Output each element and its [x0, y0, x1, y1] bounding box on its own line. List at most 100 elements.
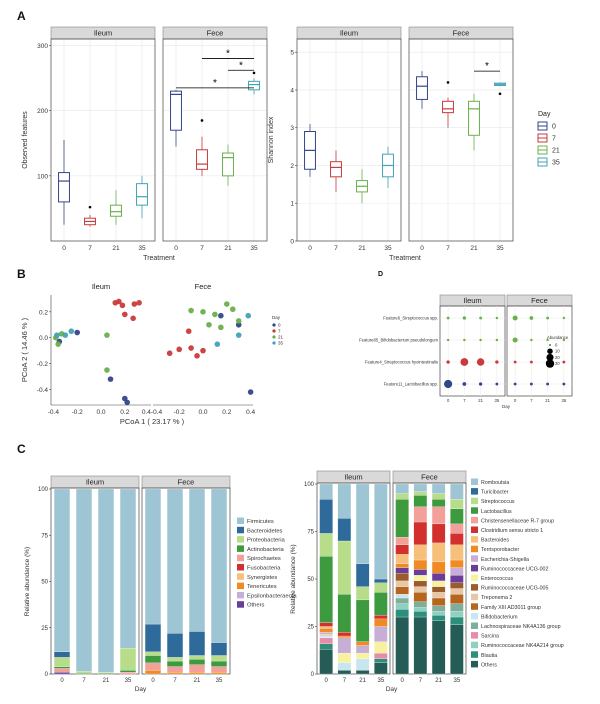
A1-ileum-box-day21 — [110, 190, 122, 225]
d-feature-label-0: Feature6_Streptococcus spp. — [383, 316, 438, 321]
b-point-fece-16 — [235, 318, 242, 324]
d-legend-label-20: 20 — [555, 355, 560, 360]
C1-ileum-bar-day0 — [53, 488, 71, 675]
d-feature-label-3: Feature11_Lactobacillus spp. — [384, 382, 438, 387]
C2-fece-xtick-0: 0 — [400, 678, 404, 684]
A1-ileum-xtick-35: 35 — [138, 245, 146, 252]
b-point-fece-2 — [247, 389, 254, 395]
A2-ytick-0: 0 — [290, 239, 294, 246]
d-feature-label-1: Feature85_Bifidobacterium pseudolongum — [359, 338, 438, 343]
segment-lactobacillus — [395, 499, 409, 538]
segment-bacteroidetes — [166, 633, 184, 658]
C2-legend-key-17 — [471, 641, 478, 649]
segment-spirochaetes — [144, 662, 162, 671]
d-legend-key-20 — [546, 353, 554, 361]
A2-ileum-box-day0 — [304, 123, 316, 177]
C1-ylabel: Relative abundance (%) — [24, 547, 31, 616]
segment-terrisporobacter — [374, 618, 388, 627]
C2-fece-strip-label: Fece — [421, 473, 438, 482]
C2-ileum-bar-day0 — [319, 483, 333, 675]
C1-fece-strip-label: Fece — [178, 478, 195, 487]
d-ileum-strip-label: Ileum — [463, 296, 481, 305]
segment-romboutsia — [319, 483, 333, 500]
box-body — [170, 90, 182, 131]
C1-ytick-1: 25 — [41, 626, 48, 632]
C2-legend-key-7 — [471, 545, 478, 553]
segment-treponema-2 — [413, 586, 428, 593]
b-xtick-ileum-1: -0.2 — [72, 409, 84, 416]
C2-legend-key-19 — [471, 660, 478, 668]
b-legend-label-0: 0 — [278, 323, 281, 328]
segment-enterococcus — [355, 652, 370, 659]
C1-legend-label-4: Spirochaetes — [247, 556, 281, 562]
segment-others — [413, 616, 428, 675]
b-point-ileum-10 — [130, 315, 136, 322]
segment-terrisporobacter — [450, 559, 464, 568]
segment-lactobacillus — [431, 499, 446, 507]
C2-legend-key-3 — [471, 507, 478, 514]
C2-fece-bar-day21 — [431, 483, 446, 675]
segment-actinobacteria — [119, 670, 137, 673]
b-legend-label-35: 35 — [278, 341, 284, 346]
A1-ileum-xtick-21: 21 — [112, 245, 120, 252]
d-xtick-ileum-0: 0 — [447, 398, 450, 403]
segment-treponema-2 — [450, 588, 464, 595]
C2-ileum-xtick-35: 35 — [378, 678, 385, 684]
C2-legend-key-16 — [471, 632, 478, 639]
C2-legend-label-16: Sarcina — [481, 634, 499, 640]
segment-lactobacillus — [374, 592, 388, 616]
b-point-fece-11 — [212, 311, 218, 318]
box-body — [442, 100, 454, 114]
b-point-ileum-1 — [74, 329, 80, 336]
d-xtick-fece-21: 21 — [545, 398, 550, 403]
C1-legend-key-0 — [237, 517, 244, 524]
A1-fece-frame — [162, 38, 268, 242]
A2-ileum-strip-label: Ileum — [340, 29, 358, 38]
C2-legend-key-5 — [471, 526, 478, 533]
segment-turicibacter — [355, 563, 370, 587]
segment-tenericutes — [166, 672, 184, 675]
segment-firmicutes — [53, 488, 71, 652]
segment-spirochaetes — [53, 668, 71, 673]
d-dot-ileum-f3-day7 — [462, 382, 467, 386]
A2-fece-box-day35 — [494, 82, 506, 96]
A1-xlabel: Treatment — [143, 255, 175, 262]
outlier-0 — [200, 119, 204, 122]
C2-legend-label-1: Turicibacter — [481, 490, 509, 496]
b-xtick-fece-1: -0.2 — [174, 409, 186, 416]
segment-escherichia-shigella — [355, 645, 370, 654]
box-body — [196, 149, 208, 170]
C1-xlabel: Day — [135, 686, 147, 693]
C2-legend-label-15: Lachnospiraceae NK4A136 group — [481, 624, 561, 630]
segment-ruminococcaceae-nk4a214-group — [395, 603, 409, 610]
segment-turicibacter — [337, 518, 352, 542]
outlier-0 — [252, 71, 256, 75]
b-point-ileum-3 — [124, 399, 130, 406]
A1-fece-box-day35 — [248, 71, 260, 95]
segment-streptococcus — [355, 586, 370, 601]
C2-legend-key-12 — [471, 593, 478, 601]
segment-firmicutes — [97, 488, 115, 673]
C2-legend-key-8 — [471, 555, 478, 562]
d-legend-key-0 — [549, 344, 551, 346]
A1-fece-xtick-21: 21 — [224, 245, 232, 252]
C2-legend-label-12: Treponema 2 — [481, 595, 512, 601]
segment-christensenellaceae-r-7-group — [450, 523, 464, 534]
A2-ytick-2: 2 — [290, 163, 294, 170]
C1-legend-key-4 — [237, 554, 244, 562]
segment-ruminococcaceae-ucg-005 — [431, 586, 446, 593]
segment-family-xiii-ad3011-group — [395, 586, 409, 595]
b-ytick-3: 0.2 — [39, 309, 48, 316]
segment-actinobacteria — [166, 660, 184, 667]
b-ytick-2: 0.0 — [39, 335, 48, 342]
A2-ytick-4: 4 — [290, 87, 294, 94]
segment-christensenellaceae-r-7-group — [431, 506, 446, 525]
b-point-ileum-13 — [55, 341, 61, 347]
segment-others — [431, 620, 446, 675]
C1-ytick-0: 0 — [45, 672, 49, 678]
A2-ileum-box-day35 — [382, 146, 394, 189]
A1-ytick-1: 200 — [37, 108, 48, 115]
segment-enterococcus — [413, 575, 428, 582]
C1-fece-bar-day7 — [166, 488, 184, 675]
